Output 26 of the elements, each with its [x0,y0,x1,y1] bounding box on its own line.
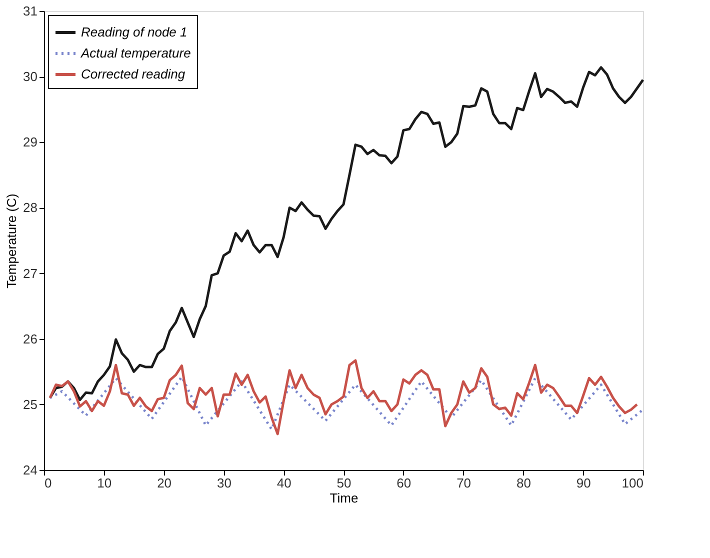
x-axis-title: Time [330,490,358,506]
y-tick-label: 29 [23,134,38,150]
x-tick-label: 10 [97,476,112,490]
y-tick-label: 30 [23,69,38,84]
x-tick-label: 60 [396,476,412,490]
y-tick-label: 31 [23,4,38,18]
x-tick-label: 100 [622,476,644,490]
line-series [48,359,638,436]
x-tick-label: 90 [576,476,591,490]
y-tick-label: 25 [23,396,38,412]
y-tick-label: 28 [23,200,38,216]
x-tick-label: 40 [276,476,292,490]
x-tick-label: 20 [157,476,172,490]
y-tick-label: 27 [23,266,38,281]
y-tick-label: 26 [23,331,38,346]
x-tick-label: 50 [336,476,352,490]
x-tick-label: 70 [456,476,472,490]
y-axis-title: Temperature (C) [4,194,20,288]
legend-label: Reading of node 1 [81,24,188,40]
x-tick-label: 0 [44,476,52,490]
legend-label: Corrected reading [81,66,186,82]
legend-label: Actual temperature [80,46,191,60]
line-series [48,376,644,431]
x-tick-label: 80 [516,476,531,490]
y-tick-label: 24 [23,462,38,478]
x-tick-label: 30 [216,476,232,490]
